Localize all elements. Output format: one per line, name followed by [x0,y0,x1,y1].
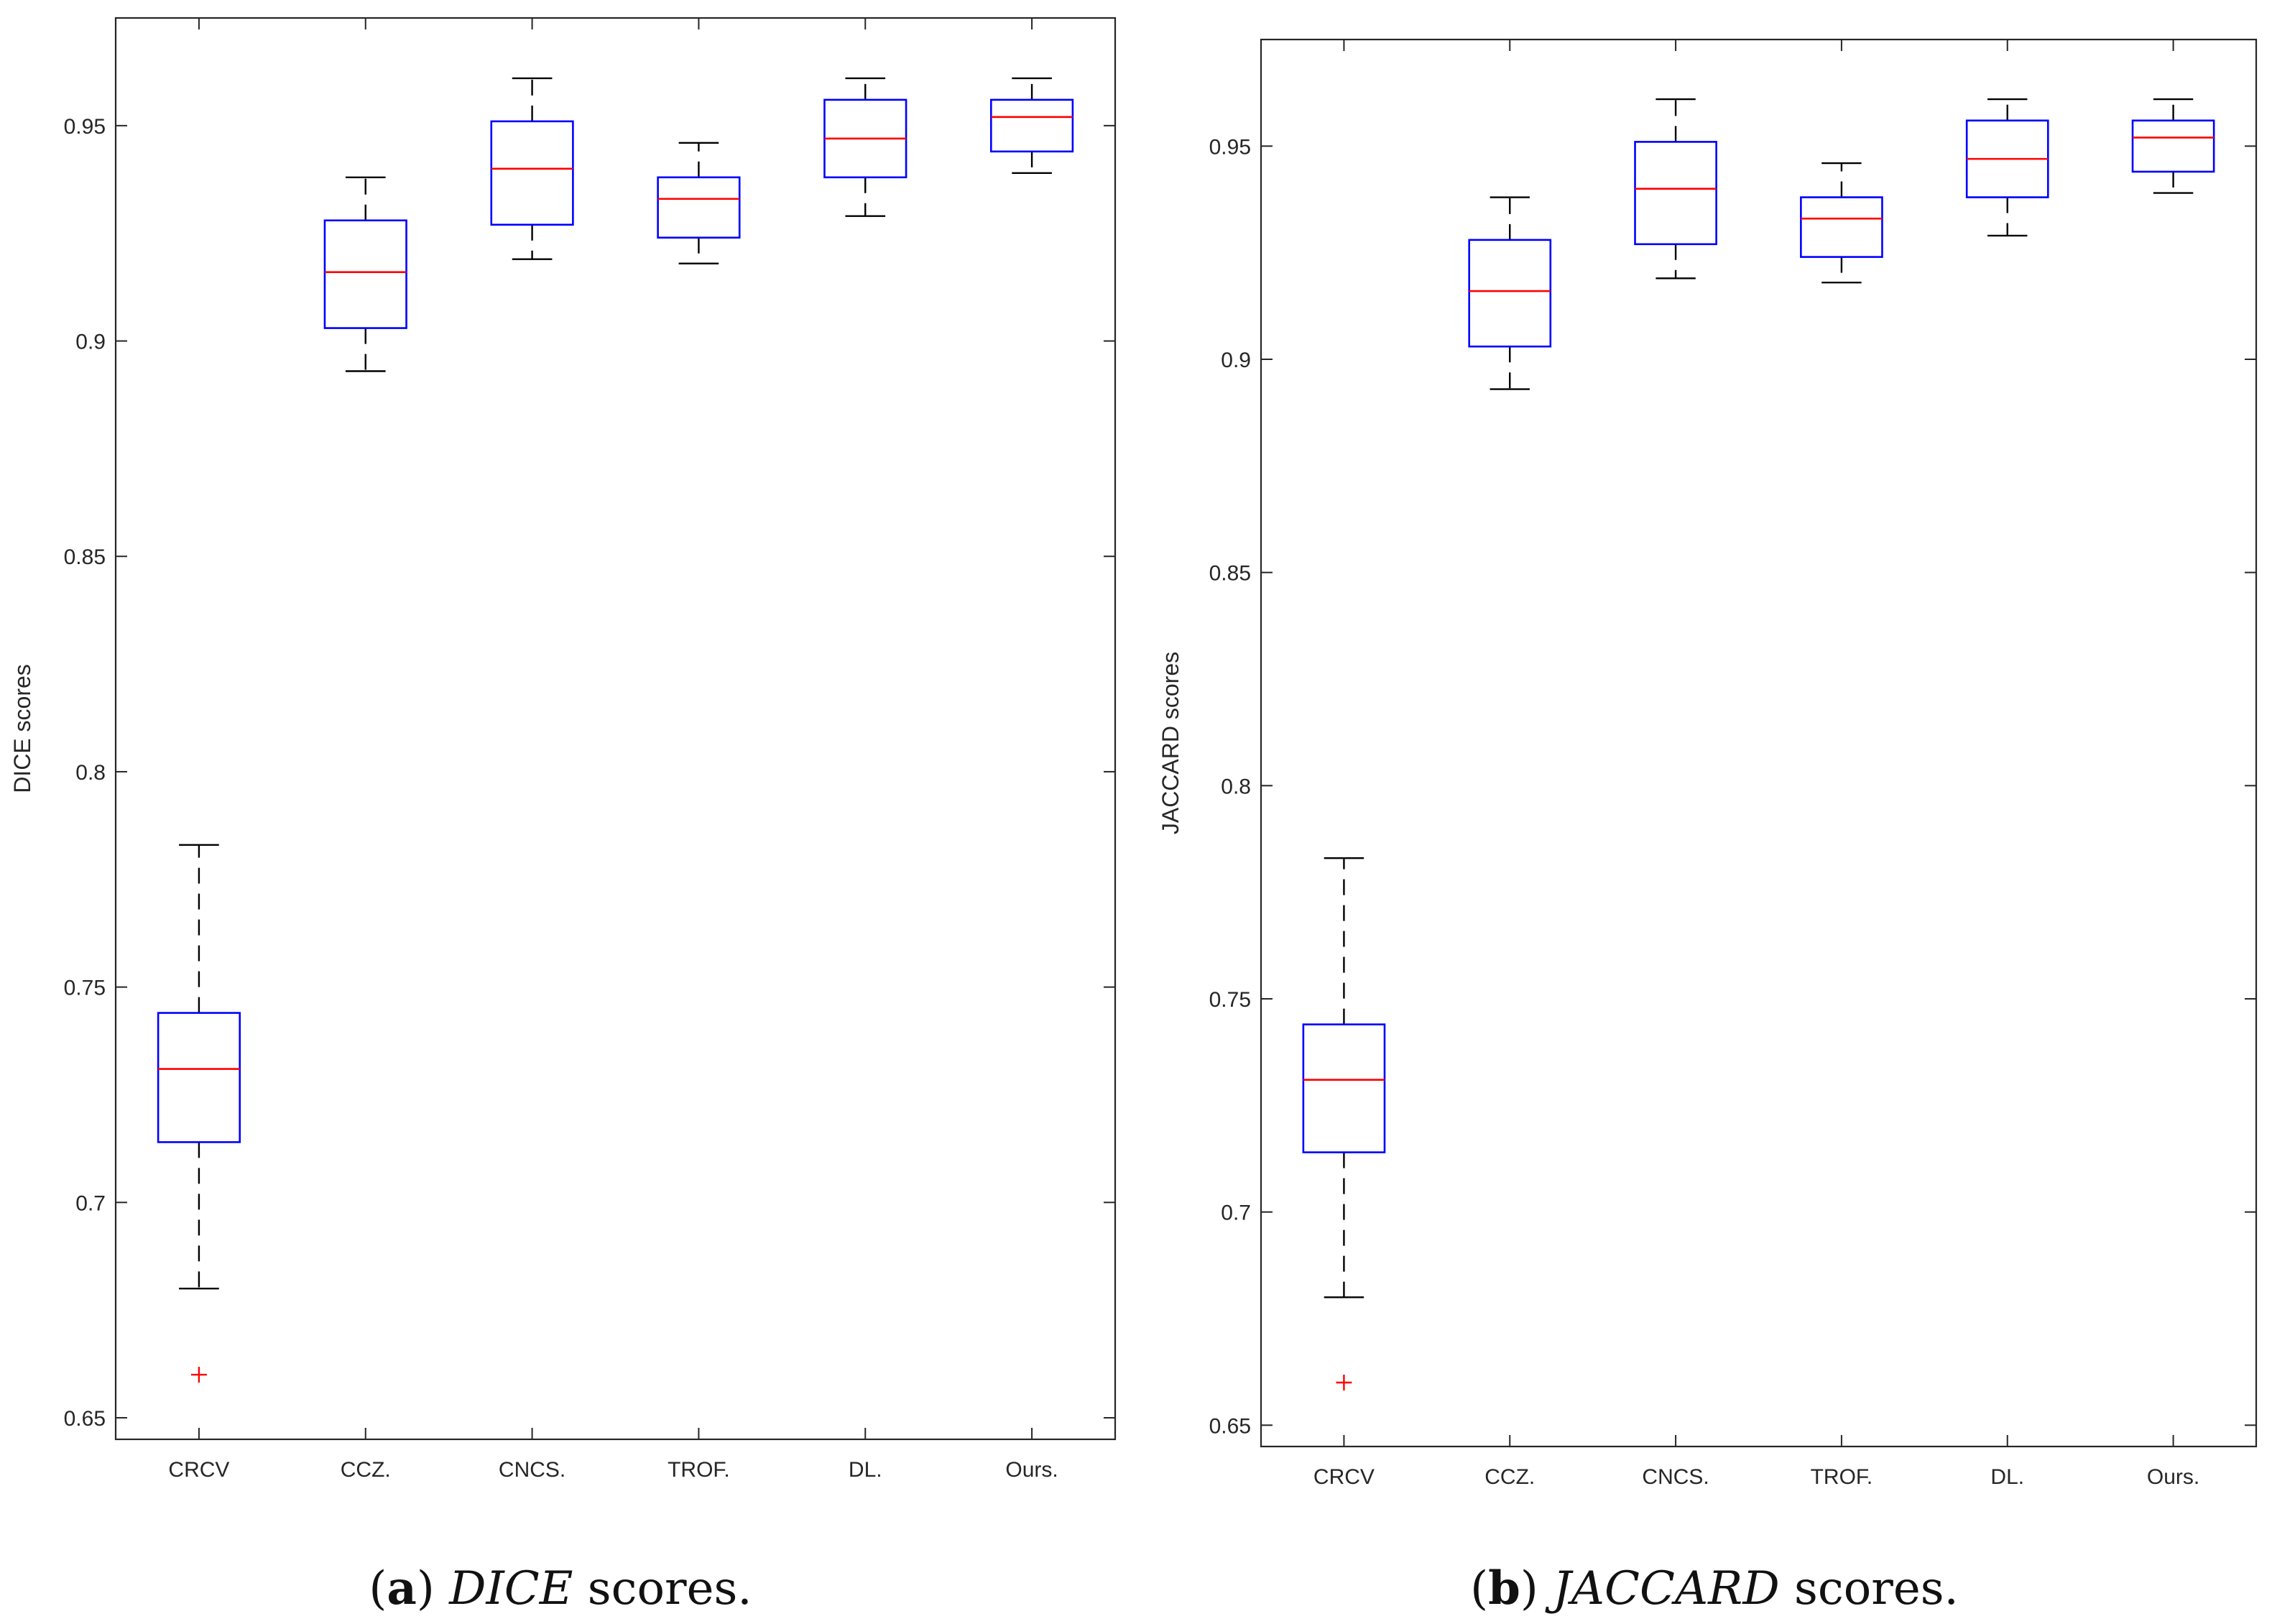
x-tick-label: DL. [1990,1465,2024,1489]
box-dl [1965,98,2049,237]
box-iqr [157,1012,241,1143]
y-tick-label: 0.65 [1209,1414,1251,1438]
y-tick-label: 0.75 [64,977,106,1000]
x-tick-label: DL. [849,1458,882,1482]
y-tick-label: 0.9 [75,331,106,354]
box-iqr [323,219,407,329]
y-tick-label: 0.8 [75,761,106,785]
x-tick-label: TROF. [668,1458,730,1482]
box-iqr [2131,119,2215,173]
outlier-marker [190,1367,207,1383]
box-crcv [1302,857,1386,1390]
x-tick-label: CCZ. [341,1458,391,1482]
box-crcv [157,844,241,1383]
box-iqr [1468,239,1552,348]
panel-jaccard: 0.65 0.7 0.75 0.8 0.85 0.9 0.95 CRCV CCZ. CNCS. TR… [1158,38,2258,1489]
y-tick-label: 0.95 [64,115,106,139]
box-iqr [657,176,741,239]
axes-frame [1260,38,2258,1448]
box-ours [2131,98,2215,194]
box-dl [823,77,908,217]
panel-dice: 0.65 0.7 0.75 0.8 0.85 0.9 0.95 CRCV CCZ. CNCS. TR… [9,17,1117,1482]
x-tick-label: TROF. [1811,1465,1873,1489]
box-iqr [1634,141,1717,246]
box-trof [1800,162,1883,284]
box-iqr [1302,1023,1386,1153]
y-tick-label: 0.85 [1209,562,1251,586]
box-iqr [1800,196,1883,258]
x-tick-label: CNCS. [1642,1465,1709,1489]
y-tick-label: 0.95 [1209,135,1251,159]
box-cncs [1634,98,1717,280]
x-tick-label: Ours. [2147,1465,2199,1489]
box-ours [989,77,1074,174]
x-tick-label: CNCS. [499,1458,565,1482]
outlier-marker [1336,1375,1352,1390]
box-ccz [1468,196,1552,390]
y-tick-label: 0.8 [1221,775,1251,798]
y-axis-label: JACCARD scores [1158,652,1183,834]
x-tick-label: CCZ. [1484,1465,1535,1489]
x-tick-label: Ours. [1005,1458,1058,1482]
box-cncs [490,77,574,260]
y-tick-label: 0.75 [1209,988,1251,1012]
box-trof [657,142,741,264]
y-axis-label: DICE scores [9,664,35,793]
box-iqr [989,98,1074,153]
y-tick-label: 0.9 [1221,349,1251,372]
caption-dice: (a) DICE scores. [369,1561,752,1615]
x-tick-label: CRCV [168,1458,229,1482]
x-tick-label: CRCV [1313,1465,1375,1489]
caption-jaccard: (b) JACCARD scores. [1470,1561,1959,1615]
y-tick-label: 0.65 [64,1407,106,1431]
y-tick-label: 0.7 [1221,1201,1251,1225]
box-iqr [490,120,574,226]
y-tick-label: 0.85 [64,545,106,569]
axes-frame [114,17,1117,1441]
y-tick-label: 0.7 [75,1191,106,1215]
box-ccz [323,176,407,372]
